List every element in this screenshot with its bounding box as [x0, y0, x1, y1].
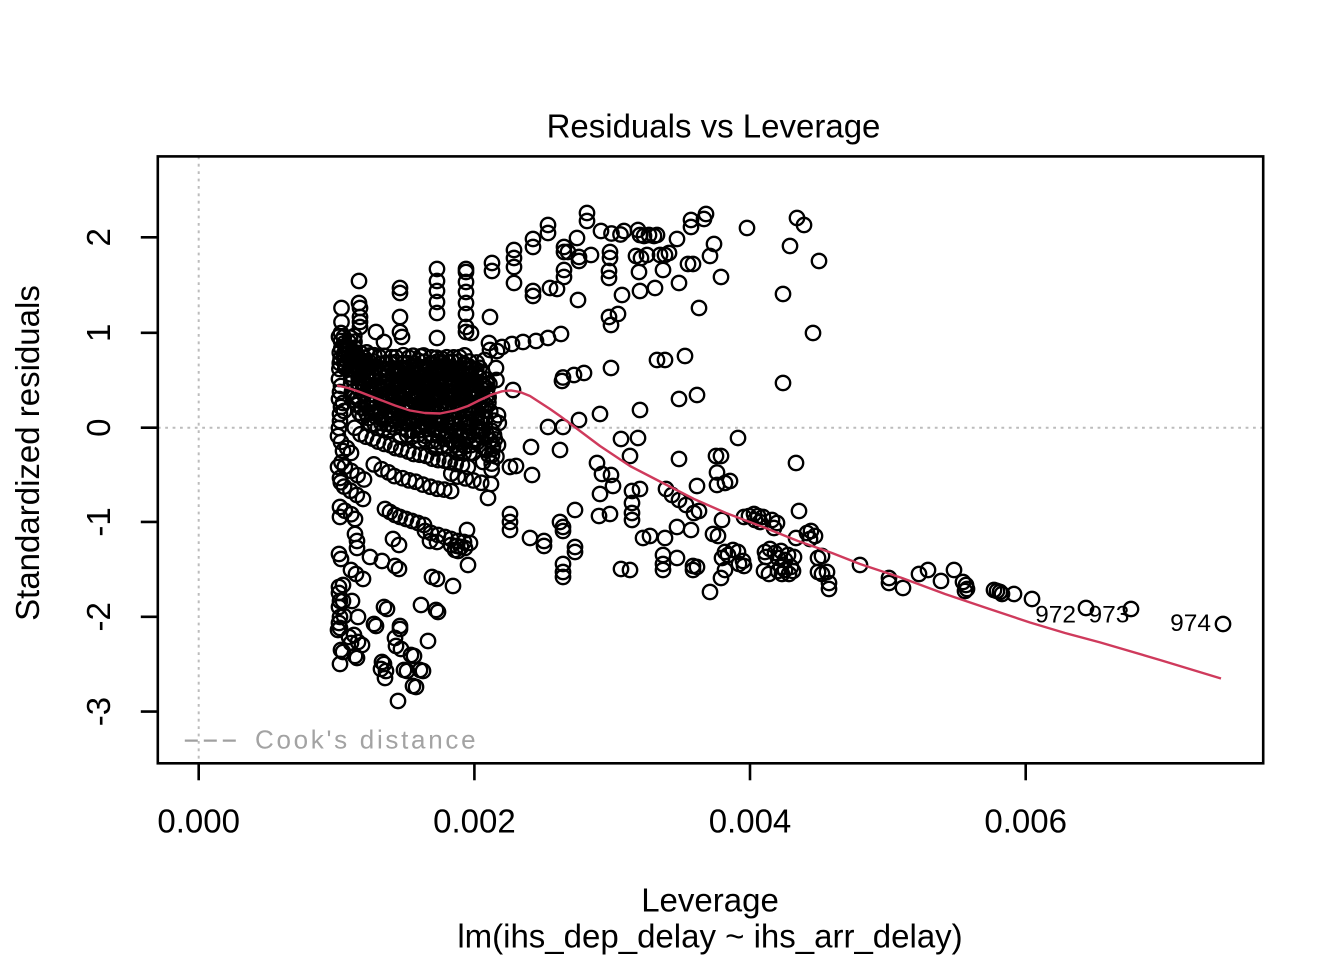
svg-text:0.002: 0.002 [433, 802, 516, 839]
svg-text:0: 0 [80, 419, 117, 437]
svg-text:-1: -1 [80, 507, 117, 536]
svg-text:974: 974 [1170, 610, 1211, 637]
svg-text:972: 972 [1035, 602, 1076, 629]
svg-text:0.000: 0.000 [157, 802, 240, 839]
svg-text:973: 973 [1089, 602, 1130, 629]
svg-text:Standardized residuals: Standardized residuals [9, 285, 46, 621]
svg-text:-3: -3 [80, 697, 117, 726]
svg-text:lm(ihs_dep_delay ~ ihs_arr_del: lm(ihs_dep_delay ~ ihs_arr_delay) [457, 918, 962, 955]
svg-text:Residuals vs Leverage: Residuals vs Leverage [547, 108, 881, 145]
svg-text:0.006: 0.006 [984, 802, 1067, 839]
svg-text:2: 2 [80, 228, 117, 246]
svg-text:1: 1 [80, 324, 117, 342]
svg-text:-2: -2 [80, 602, 117, 631]
svg-text:0.004: 0.004 [709, 802, 792, 839]
svg-text:Cook's distance: Cook's distance [255, 725, 478, 755]
svg-text:Leverage: Leverage [641, 882, 779, 919]
